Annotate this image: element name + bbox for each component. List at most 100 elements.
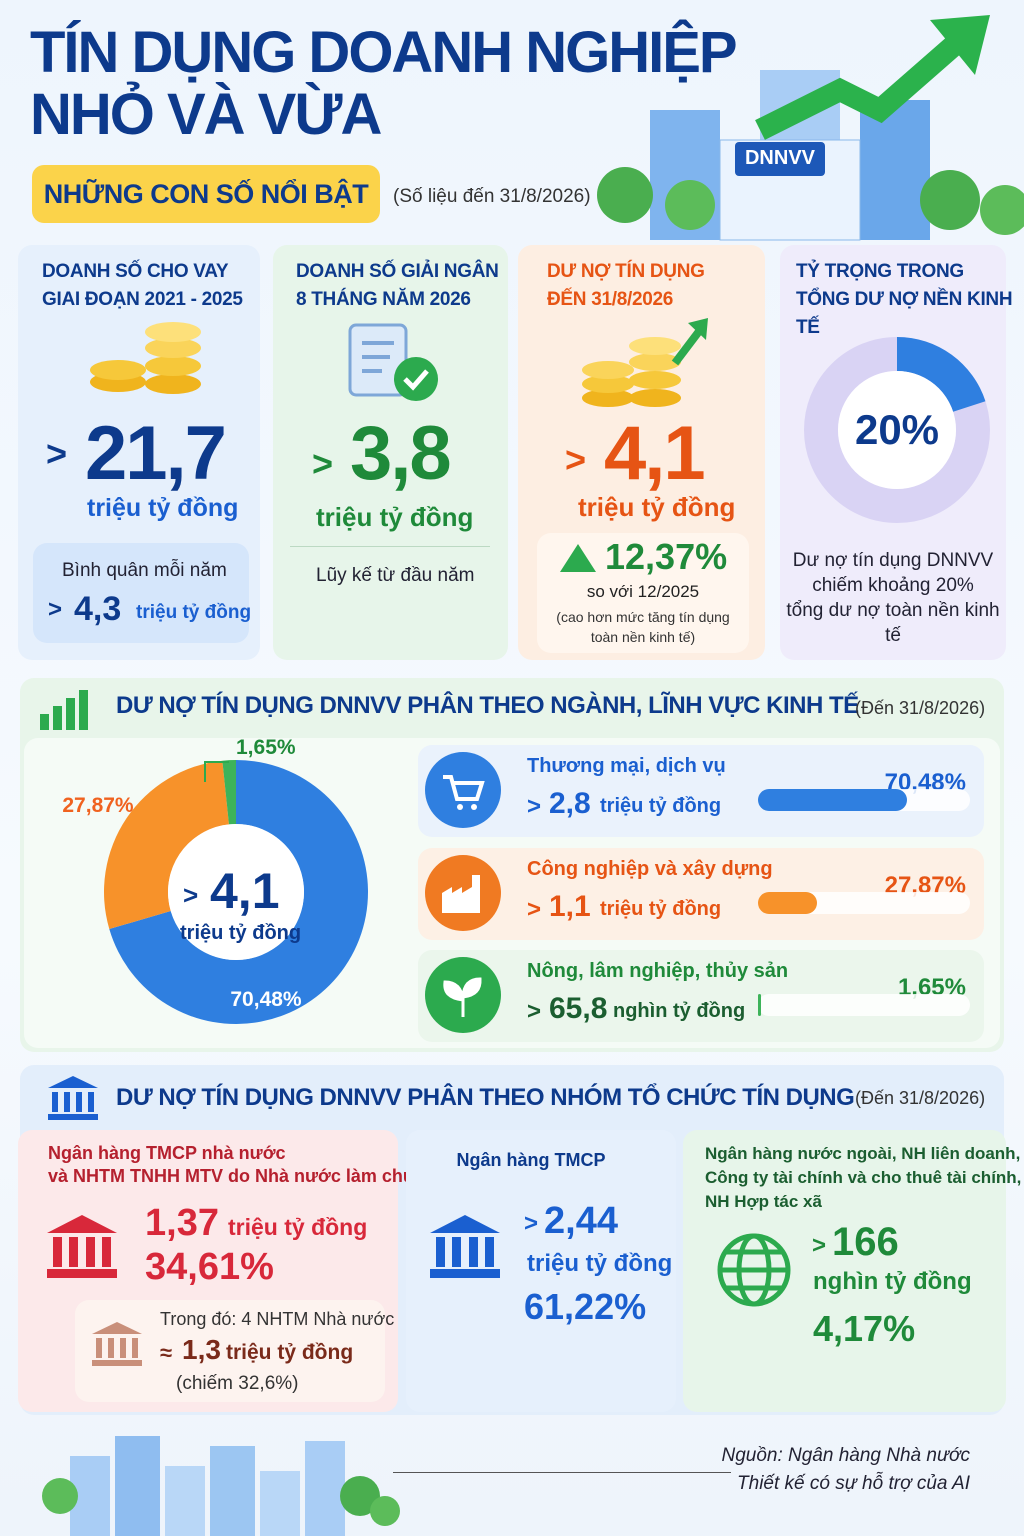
slice-label: 27,87% [62, 794, 134, 817]
bank-icon [92, 1322, 142, 1366]
up-triangle [560, 544, 596, 572]
group-value: 1,37 [145, 1202, 219, 1244]
sector-name: Thương mại, dịch vụ [527, 755, 726, 777]
card-title-line: DOANH SỐ CHO VAY [42, 261, 229, 282]
footer-rule [393, 1472, 731, 1473]
document-icon [348, 323, 438, 401]
title-line: TÍN DỤNG DOANH NGHIỆP [30, 20, 738, 85]
card-title-line: DOANH SỐ GIẢI NGÂN [296, 261, 499, 282]
row-icons [425, 752, 501, 1033]
title-line: NHỎ VÀ VỪA [30, 82, 382, 147]
big-value: 3,8 [350, 411, 452, 496]
card-title: TỶ TRỌNG TRONG TỔNG DƯ NỢ NỀN KINH TẾ [796, 258, 1024, 342]
donut-hole [168, 824, 304, 960]
card-title-line: GIAI ĐOẠN 2021 - 2025 [42, 289, 243, 310]
divider [290, 546, 490, 547]
sector-amount: 65,8 [549, 992, 608, 1025]
section-heading: DƯ NỢ TÍN DỤNG DNNVV PHÂN THEO NHÓM TỔ C… [116, 1084, 855, 1111]
sub-unit: triệu tỷ đồng [136, 602, 252, 623]
prefix: > [565, 439, 587, 480]
name-line: NH Hợp tác xã [705, 1192, 822, 1211]
slice-label: 70,48% [230, 988, 302, 1011]
share-note: Dư nợ tín dụng DNNVV chiếm khoảng 20% tổng… [782, 548, 1004, 648]
name-line: và NHTM TNHH MTV do Nhà nước làm chủ [48, 1166, 414, 1186]
coins-icon [90, 322, 201, 394]
name-line: Ngân hàng nước ngoài, NH liên doanh, [705, 1144, 1021, 1163]
sub-value: 4,3 [74, 590, 122, 628]
donut-prefix: > [183, 880, 199, 910]
card [273, 245, 508, 660]
unit: triệu tỷ đồng [87, 494, 239, 522]
sector-unit: nghìn tỷ đồng [613, 1000, 746, 1022]
bank-icon [430, 1215, 500, 1278]
growth-value: 12,37% [605, 536, 728, 577]
growth-note: so với 12/2025 [586, 582, 700, 601]
sign [735, 142, 825, 176]
donut-slice [109, 760, 369, 1024]
detail-line: toàn nền kinh tế) [590, 629, 696, 645]
unit: triệu tỷ đồng [316, 502, 474, 532]
card-title-line: TỶ TRỌNG TRONG [796, 261, 964, 282]
gauge-hole [838, 371, 956, 489]
tree [665, 180, 715, 230]
sector-name: Nông, lâm nghiệp, thủy sản [527, 960, 789, 982]
prefix: > [527, 793, 542, 820]
bar [758, 789, 908, 811]
note-line: Dư nợ tín dụng DNNVV [792, 550, 994, 571]
donut-value: 4,1 [210, 863, 280, 919]
header-illustration: DNNVV [597, 15, 1024, 241]
bar [758, 994, 762, 1016]
section-date: (Đến 31/8/2026) [855, 698, 986, 718]
sub-card [75, 1300, 385, 1402]
card-title: DƯ NỢ TÍN DỤNG ĐẾN 31/8/2026 [547, 258, 705, 314]
badge: NHỮNG CON SỐ NỔI BẬT [32, 165, 380, 223]
sub-card [33, 543, 249, 643]
name-line: Công ty tài chính và cho thuê tài chính, [705, 1168, 1022, 1187]
donut-unit: triệu tỷ đồng [180, 922, 302, 944]
date-note: (Số liệu đến 31/8/2026) [393, 186, 591, 207]
sector-unit: triệu tỷ đồng [600, 795, 722, 817]
sign-text: DNNVV [745, 147, 816, 169]
prefix: > [46, 433, 68, 474]
group-name: Ngân hàng nước ngoài, NH liên doanh, Công… [705, 1142, 1021, 1214]
sector-unit: triệu tỷ đồng [600, 898, 722, 920]
arrow-head [930, 15, 990, 75]
group-value: 2,44 [544, 1200, 618, 1242]
arrow [755, 31, 968, 140]
bar-track [758, 994, 970, 1016]
tree [597, 167, 653, 223]
group-share: 34,61% [145, 1246, 274, 1288]
bank-icon [48, 1076, 98, 1120]
sub-value: 1,3 [182, 1334, 221, 1365]
bank-icon [47, 1215, 117, 1278]
detail-line: (cao hơn mức tăng tín dụng [556, 609, 730, 625]
tree [920, 170, 980, 230]
group-share: 4,17% [813, 1308, 916, 1349]
tree [980, 185, 1024, 235]
prefix: > [524, 1210, 539, 1237]
unit: triệu tỷ đồng [578, 492, 736, 522]
donut-slice [104, 760, 229, 929]
sector-name: Công nghiệp và xây dựng [527, 858, 773, 880]
source: Nguồn: Ngân hàng Nhà nước Thiết kế có sự … [721, 1442, 970, 1498]
coins-growth-icon [582, 318, 708, 407]
donut-slice [222, 760, 236, 825]
source-line: Nguồn: Ngân hàng Nhà nước [721, 1445, 970, 1466]
sub-label: Trong đó: 4 NHTM Nhà nước [160, 1309, 395, 1329]
skyline [42, 1436, 400, 1536]
group-value: 166 [832, 1220, 899, 1264]
sub-label: Bình quân mỗi năm [62, 560, 227, 581]
title: TÍN DỤNG DOANH NGHIỆP NHỎ VÀ VỪA [30, 20, 738, 147]
note-line: chiếm khoảng 20% [812, 575, 974, 596]
prefix: > [812, 1232, 827, 1259]
card-title-line: DƯ NỢ TÍN DỤNG [547, 261, 705, 282]
growth-detail: (cao hơn mức tăng tín dụng toàn nền kinh … [537, 607, 749, 647]
group-unit: triệu tỷ đồng [228, 1214, 368, 1240]
leader-line [204, 761, 229, 782]
big-value: 4,1 [604, 411, 706, 496]
sub-share: (chiếm 32,6%) [176, 1373, 299, 1394]
sector-amount: 1,1 [549, 890, 591, 923]
name-line: Ngân hàng TMCP nhà nước [48, 1143, 286, 1163]
group-unit: triệu tỷ đồng [527, 1250, 673, 1277]
